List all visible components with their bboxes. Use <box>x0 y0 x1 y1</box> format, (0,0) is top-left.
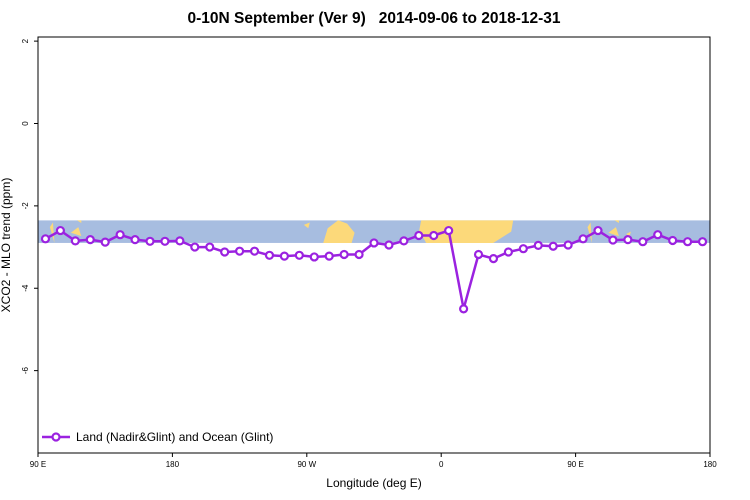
map-land-4 <box>76 220 82 224</box>
data-point <box>593 225 603 236</box>
x-tick-label: 90 E <box>567 460 583 469</box>
data-point <box>429 230 439 241</box>
data-point <box>339 249 349 260</box>
map-land-1 <box>323 220 355 243</box>
map-land-8 <box>614 220 619 224</box>
data-point <box>130 235 140 245</box>
data-point <box>488 253 499 264</box>
legend-marker <box>51 432 61 442</box>
data-point <box>100 237 110 247</box>
data-point <box>85 235 95 245</box>
plot-frame <box>37 36 711 454</box>
data-point <box>279 251 289 261</box>
data-point <box>145 236 155 246</box>
data-point <box>682 237 693 247</box>
y-tick-label: -2 <box>21 202 30 210</box>
y-tick-label: 0 <box>21 121 30 126</box>
data-point <box>40 234 51 244</box>
data-point <box>205 242 215 252</box>
map-land-9 <box>626 231 631 238</box>
data-point <box>623 235 633 245</box>
axes: 90 E 180 90 W 0 90 E 180 2 0 -2 -4 -6 <box>21 38 717 469</box>
data-point <box>533 240 543 251</box>
map-land-3 <box>70 227 82 237</box>
data-point <box>175 236 185 246</box>
data-point <box>249 246 260 256</box>
data-point <box>578 234 588 244</box>
map-land-0 <box>419 220 514 243</box>
data-point <box>160 236 170 246</box>
data-point <box>369 238 379 248</box>
data-point <box>294 250 304 260</box>
data-point <box>473 249 484 260</box>
y-tick-label: -4 <box>21 284 30 292</box>
data-point <box>668 235 678 246</box>
data-point <box>324 251 334 261</box>
data-point <box>309 252 319 262</box>
x-tick-label: 0 <box>439 460 444 469</box>
data-point <box>518 244 528 254</box>
data-point <box>190 242 200 252</box>
background-map-band <box>38 220 710 243</box>
data-point <box>235 246 245 256</box>
x-tick-label: 180 <box>166 460 180 469</box>
x-tick-label: 90 E <box>30 460 46 469</box>
data-point <box>55 225 66 236</box>
data-point <box>548 241 558 251</box>
y-tick-label: 2 <box>21 38 30 43</box>
data-point <box>444 225 454 236</box>
chart-title: 0-10N September (Ver 9) 2014-09-06 to 20… <box>187 10 561 27</box>
data-point <box>653 230 663 240</box>
data-point <box>384 240 394 250</box>
data-point <box>414 230 424 241</box>
x-tick-label: 180 <box>703 460 717 469</box>
map-land-6 <box>587 222 593 243</box>
data-point <box>115 230 125 240</box>
data-point <box>354 249 364 260</box>
data-point <box>459 304 469 314</box>
data-point <box>264 250 275 260</box>
data-point <box>503 247 513 257</box>
data-point <box>697 237 708 247</box>
data-point <box>399 236 409 246</box>
data-point <box>608 235 618 245</box>
legend-label: Land (Nadir&Glint) and Ocean (Glint) <box>76 430 273 444</box>
data-point <box>220 247 230 257</box>
map-land-7 <box>608 227 619 237</box>
map-land-2 <box>49 222 55 243</box>
map-ocean <box>38 220 710 243</box>
x-tick-label: 90 W <box>297 460 316 469</box>
legend: Land (Nadir&Glint) and Ocean (Glint) <box>42 430 273 444</box>
data-point <box>638 237 648 247</box>
series-layer <box>40 225 708 314</box>
data-point <box>563 240 573 250</box>
map-land-5 <box>303 222 310 229</box>
y-tick-label: -6 <box>21 367 30 375</box>
data-point <box>70 236 80 246</box>
x-axis-label: Longitude (deg E) <box>326 476 422 490</box>
